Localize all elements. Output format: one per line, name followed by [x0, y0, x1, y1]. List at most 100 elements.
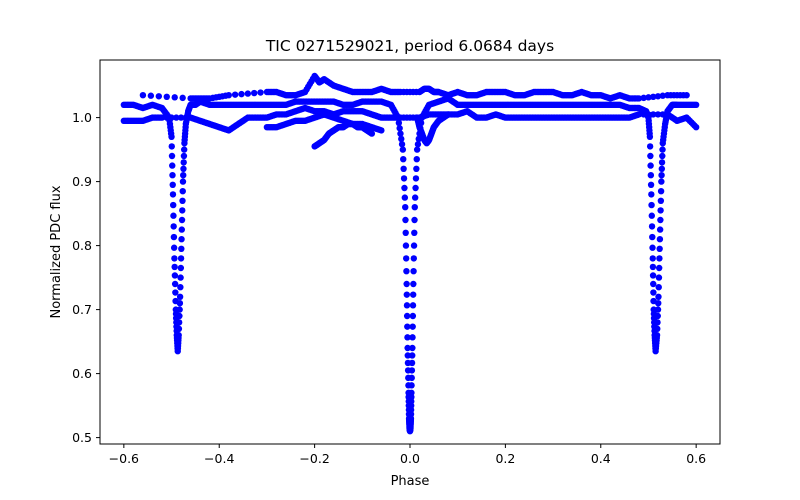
data-point-s0-93-2 [658, 165, 666, 172]
data-point-s0-84-4 [647, 172, 655, 179]
data-point-s0-6-0 [168, 133, 175, 140]
data-point-s0-43-1 [400, 156, 407, 163]
data-point-s0-92-0 [656, 236, 664, 243]
data-point-s0-55-2 [410, 255, 418, 262]
x-tick-label: −0.4 [204, 451, 234, 466]
y-axis: 0.5 0.6 0.7 0.8 0.9 1.0 [72, 110, 100, 445]
data-point-s0-93-3 [658, 159, 666, 166]
data-point-s0-57-1 [414, 141, 422, 148]
data-point-s0-7-5 [170, 244, 178, 251]
data-point-s2-4-5 [257, 89, 264, 96]
data-point-s2-48-0 [683, 92, 690, 99]
data-point-s1-4-0 [158, 114, 166, 121]
x-tick-label: −0.2 [299, 451, 329, 466]
data-point-s0-15-1 [180, 172, 187, 179]
data-point-s2-4-0 [225, 92, 232, 99]
data-point-s0-56-4 [413, 165, 420, 172]
data-point-s0-7-2 [170, 212, 177, 219]
y-tick-label: 0.9 [72, 174, 92, 189]
chart-title: TIC 0271529021, period 6.0684 days [265, 37, 554, 55]
data-point-s0-90-1 [654, 325, 661, 332]
data-point-s2-0-1 [147, 92, 155, 99]
data-point-s0-45-1 [403, 291, 411, 298]
data-point-s2-46-1 [640, 94, 647, 102]
data-point-s2-0-4 [171, 94, 178, 101]
data-point-s1-4-1 [163, 114, 170, 121]
x-tick-label: −0.6 [109, 451, 139, 466]
data-point-s0-92-2 [657, 216, 664, 224]
data-point-s0-44-0 [402, 204, 409, 211]
data-point-s0-56-1 [411, 194, 419, 201]
data-point-s0-44-4 [402, 255, 410, 262]
data-point-s0-92-5 [657, 188, 665, 195]
data-point-s0-86-3 [650, 280, 657, 288]
y-tick-label: 1.0 [72, 110, 92, 125]
data-point-s0-7-0 [169, 191, 177, 198]
y-tick-label: 0.8 [72, 238, 92, 253]
data-point-s0-84-1 [646, 143, 654, 150]
data-point-s0-85-1 [648, 201, 655, 209]
data-point-s0-53-4 [408, 359, 416, 367]
data-point-s0-55-4 [411, 229, 418, 236]
data-point-s2-46-2 [645, 94, 652, 101]
data-point-s0-86-0 [649, 255, 656, 262]
data-point-s0-54-4 [409, 302, 417, 309]
data-point-s1-51-3 [650, 111, 657, 118]
x-tick-label: 0.4 [591, 451, 611, 466]
data-points [120, 72, 700, 435]
data-point-s0-12-1 [175, 325, 183, 332]
data-point-s0-91-3 [655, 264, 663, 272]
data-point-s0-53-0 [408, 389, 415, 396]
data-point-s0-91-0 [655, 293, 662, 300]
data-point-s0-46-1 [404, 352, 411, 359]
data-point-s0-85-5 [649, 244, 656, 251]
data-point-s0-14-5 [179, 188, 186, 195]
data-point-s0-54-0 [409, 344, 416, 352]
data-point-s0-14-4 [179, 197, 186, 204]
data-point-s0-44-5 [403, 268, 410, 275]
data-point-s0-13-3 [177, 264, 185, 272]
data-point-s0-84-0 [646, 133, 654, 140]
data-point-s0-92-4 [657, 197, 665, 204]
y-tick-label: 0.6 [72, 366, 92, 381]
data-point-s0-14-3 [179, 207, 186, 214]
data-point-s0-44-3 [402, 242, 410, 249]
data-point-s0-43-2 [400, 165, 407, 172]
data-point-s0-55-3 [410, 242, 418, 249]
data-point-s2-4-4 [251, 89, 258, 97]
data-point-s0-12-5 [176, 300, 184, 307]
data-point-s0-100-0 [692, 101, 700, 109]
data-point-s0-8-2 [171, 272, 179, 279]
data-point-s0-45-4 [404, 323, 411, 330]
data-point-s0-6-3 [169, 162, 176, 169]
data-point-s0-8-4 [172, 289, 179, 296]
data-point-s2-46-0 [635, 95, 643, 102]
data-point-s2-0-5 [179, 94, 186, 102]
data-point-s1-4-2 [168, 114, 175, 121]
data-point-s0-86-4 [650, 289, 657, 296]
data-point-s0-6-5 [169, 181, 176, 188]
data-point-s0-54-5 [409, 291, 417, 298]
data-point-s0-43-4 [401, 184, 408, 192]
data-point-s0-15-2 [180, 165, 187, 172]
data-point-s1-51-1 [640, 111, 647, 118]
data-point-s0-43-3 [400, 175, 408, 182]
data-point-s0-42-2 [396, 125, 403, 132]
data-point-s0-43-5 [401, 194, 409, 201]
y-tick-label: 0.7 [72, 302, 92, 317]
data-point-s0-15-4 [180, 152, 188, 160]
data-point-s1-4-5 [182, 114, 190, 121]
data-point-s0-57-0 [413, 146, 421, 153]
data-point-s0-90-5 [655, 300, 662, 307]
data-point-s0-56-2 [412, 184, 419, 192]
data-point-s0-85-3 [648, 223, 656, 230]
data-point-s0-13-4 [177, 255, 185, 262]
data-point-s0-44-2 [402, 229, 409, 236]
data-point-s2-46-3 [650, 93, 657, 101]
data-point-s0-85-4 [649, 233, 656, 241]
data-point-s0-90-3 [654, 312, 661, 320]
data-point-s0-13-2 [177, 274, 184, 281]
data-point-s0-42-5 [398, 141, 406, 148]
data-point-s0-6-1 [168, 143, 175, 150]
data-point-s0-90-4 [654, 306, 662, 313]
